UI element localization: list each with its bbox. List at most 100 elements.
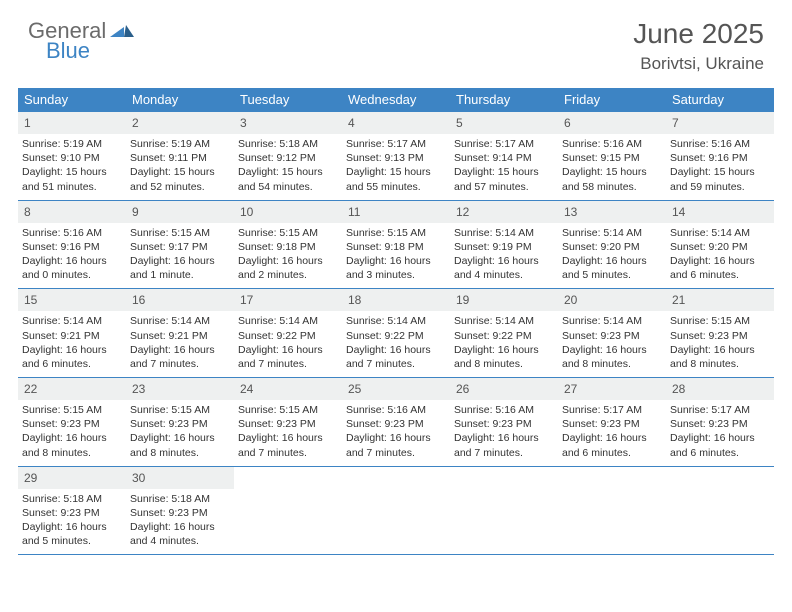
sunset-text: Sunset: 9:16 PM: [22, 240, 122, 254]
daylight-text: Daylight: 16 hours: [670, 343, 770, 357]
sunset-text: Sunset: 9:23 PM: [22, 417, 122, 431]
day-number-row: 12: [450, 201, 558, 223]
day-number: 7: [672, 116, 679, 130]
daylight-text: Daylight: 16 hours: [454, 431, 554, 445]
sunrise-text: Sunrise: 5:14 AM: [346, 314, 446, 328]
sunrise-text: Sunrise: 5:16 AM: [22, 226, 122, 240]
weekday-header: Monday: [126, 88, 234, 112]
weekday-header: Sunday: [18, 88, 126, 112]
daylight-text: Daylight: 16 hours: [22, 343, 122, 357]
day-number-row: 17: [234, 289, 342, 311]
sunset-text: Sunset: 9:20 PM: [562, 240, 662, 254]
calendar-day-empty: [234, 467, 342, 555]
sunset-text: Sunset: 9:11 PM: [130, 151, 230, 165]
calendar-day: 24Sunrise: 5:15 AMSunset: 9:23 PMDayligh…: [234, 378, 342, 466]
day-number-row: 26: [450, 378, 558, 400]
sunset-text: Sunset: 9:13 PM: [346, 151, 446, 165]
day-number: 4: [348, 116, 355, 130]
calendar-day: 9Sunrise: 5:15 AMSunset: 9:17 PMDaylight…: [126, 201, 234, 289]
daylight-text: Daylight: 15 hours: [562, 165, 662, 179]
daylight-text: Daylight: 16 hours: [670, 431, 770, 445]
day-number: 14: [672, 205, 685, 219]
sunrise-text: Sunrise: 5:17 AM: [346, 137, 446, 151]
sunset-text: Sunset: 9:10 PM: [22, 151, 122, 165]
sunset-text: Sunset: 9:16 PM: [670, 151, 770, 165]
daylight-text: and 7 minutes.: [130, 357, 230, 371]
daylight-text: Daylight: 16 hours: [22, 431, 122, 445]
daylight-text: Daylight: 16 hours: [562, 343, 662, 357]
weekday-header-row: Sunday Monday Tuesday Wednesday Thursday…: [18, 88, 774, 112]
day-number-row: 7: [666, 112, 774, 134]
sunrise-text: Sunrise: 5:15 AM: [130, 226, 230, 240]
calendar-day: 2Sunrise: 5:19 AMSunset: 9:11 PMDaylight…: [126, 112, 234, 200]
calendar-day-empty: [666, 467, 774, 555]
calendar-day: 28Sunrise: 5:17 AMSunset: 9:23 PMDayligh…: [666, 378, 774, 466]
brand-word-2: Blue: [46, 38, 90, 64]
day-number: 28: [672, 382, 685, 396]
daylight-text: Daylight: 16 hours: [238, 343, 338, 357]
title-block: June 2025 Borivtsi, Ukraine: [633, 18, 764, 74]
location-label: Borivtsi, Ukraine: [633, 54, 764, 74]
sunrise-text: Sunrise: 5:19 AM: [22, 137, 122, 151]
day-number: 1: [24, 116, 31, 130]
sunset-text: Sunset: 9:21 PM: [130, 329, 230, 343]
day-number-row: 8: [18, 201, 126, 223]
day-number-row: 5: [450, 112, 558, 134]
sunset-text: Sunset: 9:23 PM: [670, 329, 770, 343]
daylight-text: and 8 minutes.: [562, 357, 662, 371]
calendar-day: 25Sunrise: 5:16 AMSunset: 9:23 PMDayligh…: [342, 378, 450, 466]
daylight-text: and 4 minutes.: [454, 268, 554, 282]
day-number: 19: [456, 293, 469, 307]
daylight-text: Daylight: 16 hours: [130, 254, 230, 268]
sunset-text: Sunset: 9:23 PM: [130, 417, 230, 431]
calendar-day: 14Sunrise: 5:14 AMSunset: 9:20 PMDayligh…: [666, 201, 774, 289]
calendar-day: 11Sunrise: 5:15 AMSunset: 9:18 PMDayligh…: [342, 201, 450, 289]
sunset-text: Sunset: 9:20 PM: [670, 240, 770, 254]
daylight-text: and 5 minutes.: [22, 534, 122, 548]
sunset-text: Sunset: 9:12 PM: [238, 151, 338, 165]
sunset-text: Sunset: 9:23 PM: [130, 506, 230, 520]
day-number-row: 14: [666, 201, 774, 223]
weekday-header: Wednesday: [342, 88, 450, 112]
daylight-text: and 0 minutes.: [22, 268, 122, 282]
calendar-day: 6Sunrise: 5:16 AMSunset: 9:15 PMDaylight…: [558, 112, 666, 200]
sunrise-text: Sunrise: 5:15 AM: [130, 403, 230, 417]
day-number: 10: [240, 205, 253, 219]
brand-logo: General Blue: [28, 18, 134, 64]
day-number-row: 6: [558, 112, 666, 134]
daylight-text: and 6 minutes.: [670, 268, 770, 282]
daylight-text: and 54 minutes.: [238, 180, 338, 194]
day-number: 23: [132, 382, 145, 396]
day-number-row: 21: [666, 289, 774, 311]
sunset-text: Sunset: 9:23 PM: [238, 417, 338, 431]
day-number-row: 15: [18, 289, 126, 311]
day-number: 11: [348, 205, 360, 219]
sunset-text: Sunset: 9:15 PM: [562, 151, 662, 165]
sunrise-text: Sunrise: 5:15 AM: [670, 314, 770, 328]
daylight-text: Daylight: 16 hours: [130, 343, 230, 357]
sunrise-text: Sunrise: 5:15 AM: [238, 226, 338, 240]
sunrise-text: Sunrise: 5:14 AM: [454, 226, 554, 240]
day-number: 20: [564, 293, 577, 307]
daylight-text: and 4 minutes.: [130, 534, 230, 548]
calendar-day: 27Sunrise: 5:17 AMSunset: 9:23 PMDayligh…: [558, 378, 666, 466]
calendar-day: 8 Sunrise: 5:16 AMSunset: 9:16 PMDaylight…: [18, 201, 126, 289]
sunrise-text: Sunrise: 5:17 AM: [562, 403, 662, 417]
sunset-text: Sunset: 9:23 PM: [562, 329, 662, 343]
daylight-text: and 6 minutes.: [22, 357, 122, 371]
calendar-day: 23Sunrise: 5:15 AMSunset: 9:23 PMDayligh…: [126, 378, 234, 466]
calendar-day: 26Sunrise: 5:16 AMSunset: 9:23 PMDayligh…: [450, 378, 558, 466]
daylight-text: Daylight: 16 hours: [562, 431, 662, 445]
calendar: Sunday Monday Tuesday Wednesday Thursday…: [18, 88, 774, 555]
daylight-text: Daylight: 16 hours: [22, 254, 122, 268]
weekday-header: Tuesday: [234, 88, 342, 112]
sunrise-text: Sunrise: 5:16 AM: [346, 403, 446, 417]
calendar-day: 22Sunrise: 5:15 AMSunset: 9:23 PMDayligh…: [18, 378, 126, 466]
header: General Blue June 2025 Borivtsi, Ukraine: [0, 0, 792, 82]
daylight-text: Daylight: 15 hours: [22, 165, 122, 179]
calendar-day: 7Sunrise: 5:16 AMSunset: 9:16 PMDaylight…: [666, 112, 774, 200]
calendar-day: 29Sunrise: 5:18 AMSunset: 9:23 PMDayligh…: [18, 467, 126, 555]
calendar-day: 20Sunrise: 5:14 AMSunset: 9:23 PMDayligh…: [558, 289, 666, 377]
calendar-day: 3Sunrise: 5:18 AMSunset: 9:12 PMDaylight…: [234, 112, 342, 200]
daylight-text: and 7 minutes.: [238, 446, 338, 460]
